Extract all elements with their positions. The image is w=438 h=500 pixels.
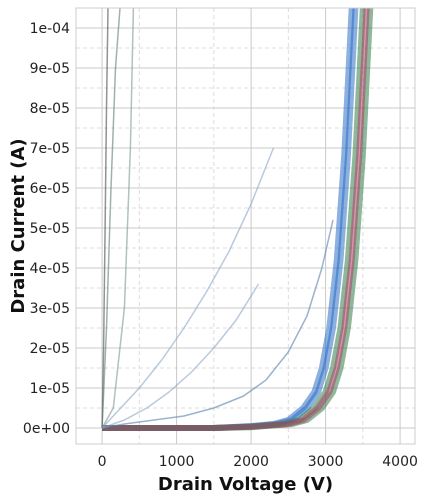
y-axis-title: Drain Current (A): [8, 138, 29, 313]
y-tick-label: 7e-05: [30, 141, 70, 157]
y-tick-label: 6e-05: [30, 181, 70, 197]
series-lines: [101, 7, 374, 431]
y-tick-label: 1e-05: [30, 381, 70, 397]
y-tick-label: 4e-05: [30, 261, 70, 277]
y-axis-ticks: 0e+00 1e-05 2e-05 3e-05 4e-05 5e-05 6e-05 7e-05…: [23, 21, 70, 437]
x-tick-label: 2000: [233, 454, 269, 470]
x-axis-ticks: 0 1000 2000 3000 4000: [98, 454, 418, 470]
y-tick-label: 8e-05: [30, 101, 70, 117]
y-tick-label: 1e-04: [30, 21, 70, 37]
x-tick-label: 1000: [159, 454, 195, 470]
series-line: [102, 7, 370, 431]
y-tick-label: 9e-05: [30, 61, 70, 77]
series-line: [101, 219, 334, 429]
x-tick-label: 0: [98, 454, 107, 470]
y-tick-label: 0e+00: [23, 421, 70, 437]
x-tick-label: 3000: [308, 454, 344, 470]
y-tick-label: 5e-05: [30, 221, 70, 237]
series-line: [101, 7, 109, 429]
series-line: [101, 147, 275, 429]
series-line: [101, 7, 135, 429]
series-line: [102, 7, 359, 431]
y-tick-label: 3e-05: [30, 301, 70, 317]
x-tick-label: 4000: [382, 454, 418, 470]
series-line: [102, 7, 374, 431]
series-line: [101, 7, 121, 429]
series-line: [101, 283, 260, 429]
x-axis-title: Drain Voltage (V): [158, 474, 333, 495]
y-tick-label: 2e-05: [30, 341, 70, 357]
plot-frame: [75, 7, 416, 445]
